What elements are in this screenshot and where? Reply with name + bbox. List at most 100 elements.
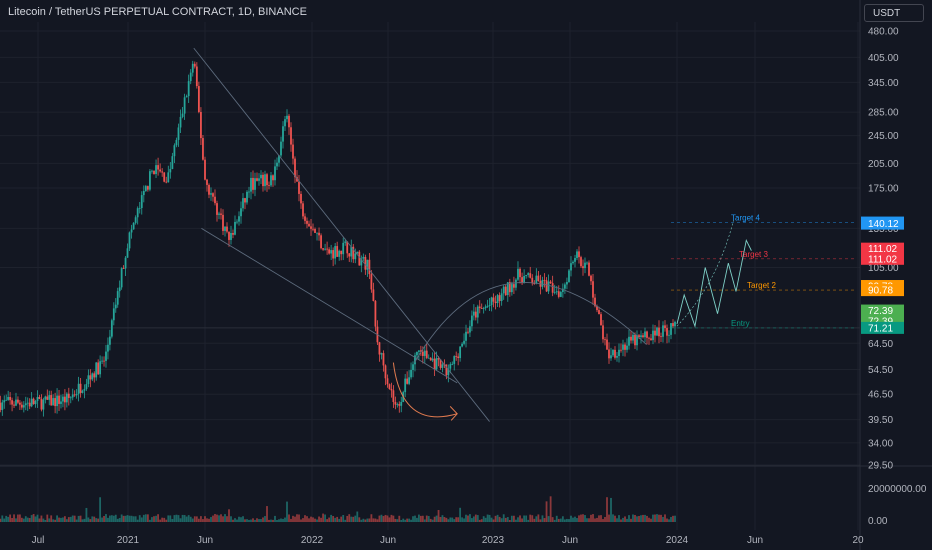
- volume-bar: [306, 516, 308, 522]
- currency-button[interactable]: USDT: [864, 4, 924, 22]
- candle-body: [248, 191, 250, 193]
- price-box-label-3: 111.02: [868, 254, 898, 265]
- volume-bar: [17, 514, 19, 522]
- volume-bar: [510, 515, 513, 522]
- candle-body: [304, 216, 306, 221]
- candle-body: [650, 338, 652, 341]
- candle-body: [191, 63, 194, 73]
- candle-body: [32, 398, 35, 405]
- candle-body: [73, 394, 76, 396]
- volume-bar: [19, 514, 21, 522]
- price-box-label-8: 71.21: [868, 323, 893, 334]
- y-tick-label-13: 34.00: [868, 438, 893, 449]
- volume-bar: [668, 519, 670, 522]
- volume-bar: [435, 515, 438, 522]
- candle-body: [668, 334, 670, 336]
- volume-bar: [642, 514, 644, 522]
- x-tick-label-8: Jun: [747, 535, 763, 546]
- volume-bar: [537, 514, 540, 522]
- volume-bar: [250, 519, 252, 522]
- volume-bar: [81, 519, 84, 522]
- y-tick-label-3: 285.00: [868, 108, 899, 119]
- volume-bar: [348, 514, 351, 522]
- volume-bar: [87, 517, 90, 522]
- candle-body: [159, 169, 162, 172]
- candle-body: [421, 351, 424, 356]
- candle-body: [632, 334, 634, 341]
- candle-body: [449, 364, 452, 369]
- candle-body: [608, 349, 610, 359]
- volume-bar: [630, 518, 632, 522]
- candle-body: [181, 113, 184, 117]
- candle-body: [193, 63, 196, 67]
- volume-bar: [650, 518, 652, 522]
- candle-body: [674, 321, 676, 327]
- candle-body: [60, 401, 62, 404]
- volume-bar: [480, 519, 483, 522]
- candle-body: [527, 273, 530, 275]
- candle-body: [531, 277, 534, 284]
- candle-body: [370, 274, 373, 290]
- volume-bar: [112, 515, 115, 522]
- candle-body: [572, 261, 574, 264]
- candle-body: [435, 358, 438, 370]
- candle-body: [26, 402, 29, 404]
- y-tick-label-9: 64.50: [868, 339, 893, 350]
- candle-body: [97, 362, 100, 375]
- volume-bar: [99, 497, 102, 522]
- candle-body: [506, 282, 509, 296]
- candle-body: [28, 402, 31, 407]
- volume-bar: [312, 517, 314, 522]
- volume-bar: [246, 519, 248, 522]
- volume-bar: [165, 519, 168, 522]
- volume-bar: [640, 515, 642, 522]
- y-tick-label-14: 29.50: [868, 461, 893, 472]
- candle-body: [644, 331, 646, 338]
- volume-bar: [95, 518, 98, 522]
- volume-bar: [314, 518, 316, 522]
- candle-body: [638, 335, 640, 338]
- volume-bar: [656, 514, 658, 522]
- price-box-2: [861, 242, 904, 255]
- annotation-label-3: Entry: [731, 319, 750, 328]
- candle-body: [208, 184, 210, 195]
- volume-bar: [662, 516, 664, 522]
- volume-bar: [248, 519, 250, 522]
- volume-bar: [195, 516, 198, 522]
- volume-bar: [268, 519, 270, 522]
- candle-body: [362, 256, 365, 259]
- candle-body: [543, 279, 546, 281]
- candle-body: [128, 232, 131, 249]
- candle-body: [87, 375, 90, 385]
- volume-bar: [30, 515, 33, 522]
- candle-body: [302, 203, 304, 217]
- volume-bar: [461, 517, 463, 522]
- volume-bar: [202, 519, 204, 522]
- candle-body: [555, 291, 558, 293]
- volume-bar: [586, 518, 588, 522]
- candle-body: [610, 355, 612, 359]
- candle-body: [504, 286, 507, 296]
- volume-bar: [549, 496, 552, 522]
- volume-bar: [85, 507, 88, 522]
- candle-body: [274, 166, 276, 181]
- candle-body: [332, 250, 335, 259]
- volume-bar: [610, 497, 612, 522]
- volume-bar: [28, 518, 31, 522]
- candle-body: [584, 262, 586, 269]
- volume-bar: [214, 514, 216, 522]
- candle-body: [15, 399, 17, 406]
- price-box-label-7: 72.39: [868, 316, 893, 327]
- volume-bar: [264, 516, 266, 522]
- volume-bar: [228, 509, 230, 522]
- candle-body: [624, 344, 626, 350]
- volume-bar: [484, 517, 487, 522]
- candle-body: [521, 277, 523, 284]
- volume-bar: [372, 518, 375, 522]
- candle-body: [414, 355, 416, 365]
- y-tick-label-8: 105.00: [868, 263, 899, 274]
- volume-bar: [490, 517, 493, 522]
- volume-bar: [282, 518, 284, 522]
- volume-bar: [179, 518, 182, 522]
